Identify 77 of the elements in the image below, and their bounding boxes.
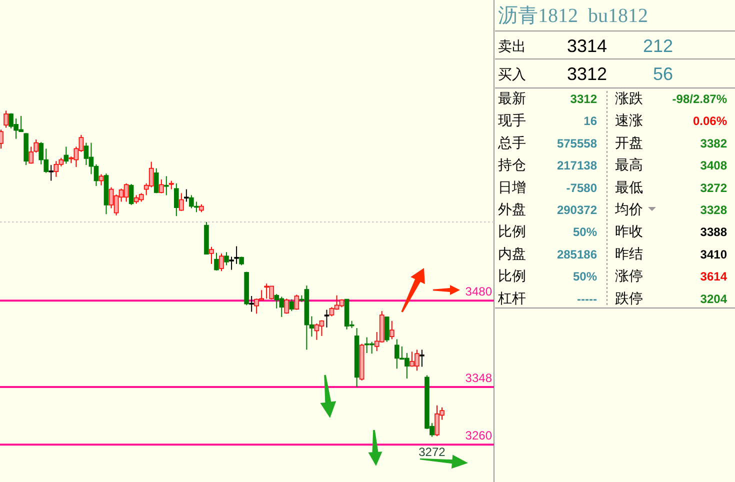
text: 沥青1812 bu1812 (498, 5, 648, 27)
candlestick (284, 298, 290, 314)
candlestick (48, 164, 54, 182)
text: 最高 (615, 156, 643, 173)
candlestick (158, 178, 164, 194)
text: 持仓 (498, 156, 526, 173)
ref-line-label: 3260 (465, 428, 492, 443)
text: 最低 (615, 178, 643, 195)
candlestick (34, 138, 38, 154)
text: 285186 (556, 247, 598, 262)
candlestick (420, 349, 424, 368)
text: 日增 (498, 178, 526, 195)
text: -7580 (566, 180, 598, 195)
candlestick (249, 296, 254, 312)
candlestick (234, 246, 239, 264)
text: 3312 (566, 64, 607, 84)
candlestick (64, 146, 69, 164)
candlestick (128, 184, 134, 206)
text: 212 (642, 36, 673, 56)
text: 3204 (700, 292, 728, 306)
text: 涨跌 (615, 90, 643, 106)
text: 3388 (700, 225, 728, 240)
candlestick (389, 320, 394, 340)
candlestick (294, 294, 300, 310)
text: 575558 (556, 136, 598, 150)
text: 均价 (614, 201, 643, 217)
ref-line-label: 3480 (465, 284, 492, 299)
text: 跌停 (615, 290, 643, 306)
ref-line-label: 3348 (465, 371, 492, 386)
text: 56 (652, 64, 673, 84)
text: 290372 (556, 203, 598, 217)
candlestick (209, 246, 214, 264)
text: 内盘 (498, 245, 526, 262)
text: 外盘 (498, 201, 526, 217)
text: 0.06% (692, 114, 728, 128)
text: ----- (577, 292, 597, 306)
candlestick (384, 316, 390, 342)
candlestick (28, 146, 34, 164)
text: 217138 (556, 158, 598, 173)
text: -98/2.87% (672, 92, 728, 106)
text: 昨收 (615, 223, 643, 240)
text: 涨停 (615, 268, 643, 284)
text: 比例 (498, 268, 526, 284)
candlestick (179, 192, 184, 212)
text: 3314 (566, 36, 607, 56)
text: 3382 (700, 136, 728, 150)
text: 杠杆 (497, 290, 526, 306)
text: 50% (572, 225, 598, 240)
text: 3408 (700, 158, 728, 173)
text: 卖出 (498, 38, 526, 54)
text: 现手 (498, 112, 526, 128)
text: 速涨 (615, 112, 643, 128)
text: 3614 (700, 270, 728, 284)
text: 最新 (498, 90, 526, 106)
candlestick (174, 182, 179, 217)
candlestick (229, 256, 234, 270)
candlestick (219, 252, 224, 272)
candlestick (154, 168, 159, 194)
text: 50% (572, 270, 598, 284)
candlestick (214, 252, 219, 271)
text: 3312 (570, 92, 598, 106)
candlestick (289, 298, 294, 312)
text: 3328 (700, 203, 728, 217)
text: 比例 (498, 223, 526, 240)
candlestick (184, 188, 189, 202)
candlestick (224, 252, 229, 266)
text: 3272 (700, 180, 728, 195)
text: 开盘 (615, 134, 643, 150)
text: 3410 (700, 247, 728, 262)
candlestick (4, 110, 8, 128)
text: 昨结 (615, 245, 643, 262)
text: 总手 (497, 134, 526, 150)
text: 买入 (498, 66, 526, 82)
text: 16 (584, 114, 598, 128)
annotation: 3272 (418, 444, 446, 459)
candlestick (164, 176, 169, 196)
candlestick (324, 309, 330, 328)
